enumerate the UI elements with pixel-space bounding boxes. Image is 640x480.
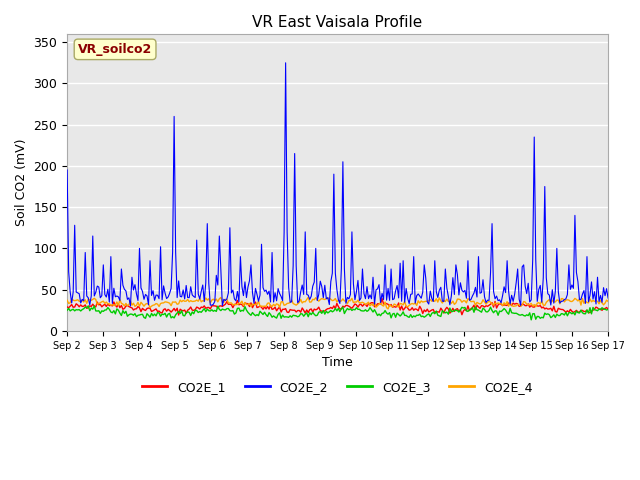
Title: VR East Vaisala Profile: VR East Vaisala Profile bbox=[253, 15, 423, 30]
Text: VR_soilco2: VR_soilco2 bbox=[78, 43, 152, 56]
Legend: CO2E_1, CO2E_2, CO2E_3, CO2E_4: CO2E_1, CO2E_2, CO2E_3, CO2E_4 bbox=[138, 376, 538, 399]
X-axis label: Time: Time bbox=[322, 356, 353, 369]
Y-axis label: Soil CO2 (mV): Soil CO2 (mV) bbox=[15, 139, 28, 226]
